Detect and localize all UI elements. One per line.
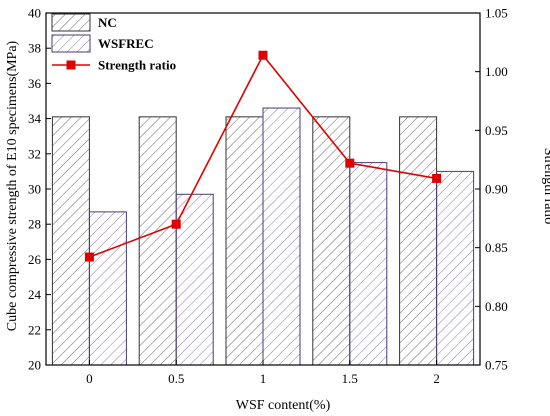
y-tick-label: 26 — [28, 252, 42, 267]
x-tick-label: 1.5 — [342, 371, 358, 386]
y2-tick-label: 1.05 — [485, 6, 508, 21]
ratio-line-layer — [84, 50, 442, 262]
legend-label-nc: NC — [98, 15, 117, 30]
y-tick-label: 36 — [28, 76, 42, 91]
y-tick-label: 30 — [28, 182, 41, 197]
y-tick-label: 38 — [28, 41, 41, 56]
strength-ratio-point — [171, 219, 181, 229]
y-tick-label: 40 — [28, 6, 41, 21]
x-tick-label: 0 — [86, 371, 93, 386]
y-axis-title: Cube compressive strength of E10 specime… — [5, 40, 20, 331]
axes-layer: 20222426283032343638400.750.800.850.900.… — [28, 6, 508, 387]
legend-label-ratio: Strength ratio — [98, 58, 176, 73]
strength-ratio-point — [258, 50, 268, 60]
y-tick-label: 34 — [28, 111, 42, 126]
strength-ratio-point — [432, 173, 442, 183]
y2-tick-label: 0.95 — [485, 123, 508, 138]
x-tick-label: 0.5 — [168, 371, 184, 386]
x-tick-label: 2 — [433, 371, 440, 386]
y-tick-label: 24 — [28, 287, 42, 302]
y2-axis-title: Strength ratio — [541, 148, 550, 225]
y2-tick-label: 0.85 — [485, 240, 508, 255]
strength-ratio-point — [84, 252, 94, 262]
bar-nc-0.5 — [138, 116, 177, 366]
bar-wsfrec-1 — [262, 107, 301, 366]
bar-wsfrec-1.5 — [349, 162, 388, 366]
bar-nc-0 — [51, 116, 90, 366]
x-axis-title: WSF content(%) — [236, 398, 331, 413]
legend-marker-ratio — [66, 60, 76, 70]
legend-swatch-wsfrec — [51, 34, 91, 53]
y-tick-label: 28 — [28, 217, 41, 232]
bar-wsfrec-0.5 — [175, 193, 214, 366]
legend-swatch-nc — [51, 13, 91, 32]
x-tick-label: 1 — [260, 371, 267, 386]
legend: NC WSFREC Strength ratio — [51, 13, 176, 73]
legend-label-wsfrec: WSFREC — [98, 36, 154, 51]
y2-tick-label: 1.00 — [485, 64, 508, 79]
bars-layer — [51, 107, 475, 366]
bar-nc-1.5 — [312, 116, 351, 366]
y-tick-label: 32 — [28, 146, 41, 161]
bar-wsfrec-0 — [88, 211, 127, 366]
y2-tick-label: 0.90 — [485, 182, 508, 197]
bar-wsfrec-2 — [436, 170, 475, 366]
bar-nc-1 — [225, 116, 264, 366]
y-tick-label: 20 — [28, 358, 41, 373]
y2-tick-label: 0.80 — [485, 299, 508, 314]
y2-tick-label: 0.75 — [485, 358, 508, 373]
y-tick-label: 22 — [28, 322, 41, 337]
bar-nc-2 — [399, 116, 438, 366]
strength-ratio-point — [345, 158, 355, 168]
